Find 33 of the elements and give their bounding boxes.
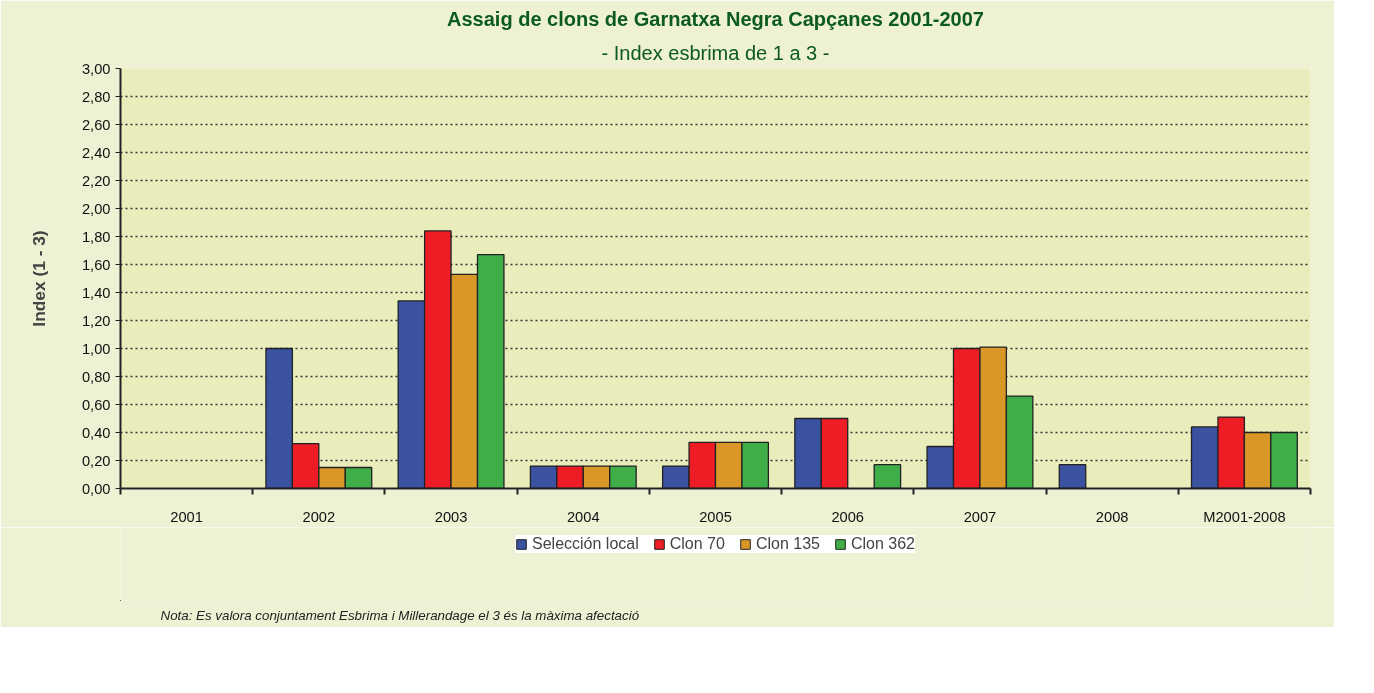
- x-tick-label: 2006: [831, 508, 865, 525]
- y-tick-label: 1,80: [81, 228, 111, 245]
- y-tick-label: 1,60: [81, 256, 111, 273]
- chart-title: Assaig de clons de Garnatxa Negra Capçanes 2001-2007: [447, 7, 984, 30]
- y-tick-label: 2,00: [81, 200, 111, 217]
- y-axis-title: Index (1 - 3): [28, 230, 49, 327]
- y-tick-label: 0,20: [81, 452, 111, 469]
- legend-label: Clon 70: [669, 535, 725, 553]
- y-tick-label: 1,00: [81, 340, 111, 357]
- y-tick-label: 0,80: [81, 368, 111, 385]
- y-tick-label: 1,20: [81, 312, 111, 329]
- chart-subtitle: - Index esbrima de 1 a 3 -: [601, 41, 830, 64]
- y-tick-label: 2,20: [81, 172, 111, 189]
- y-tick-label: 1,40: [81, 284, 111, 301]
- y-tick-label: 0,00: [81, 480, 111, 497]
- y-tick-label: 3,00: [81, 60, 111, 77]
- x-tick-label: M2001-2008: [1203, 508, 1286, 525]
- x-tick-label: 2003: [434, 508, 468, 525]
- y-tick-label: 0,60: [81, 396, 111, 413]
- text: Nota: Es valora conjuntament Esbrima i Millerandage el 3 és la màxima afectació: [160, 607, 640, 623]
- legend-label: Clon 135: [755, 535, 820, 553]
- x-tick-label: 2004: [566, 508, 600, 525]
- y-tick-label: 2,80: [81, 88, 111, 105]
- y-tick-label: 2,40: [81, 144, 111, 161]
- legend-label: Selección local: [532, 535, 639, 553]
- x-tick-label: 2007: [963, 508, 997, 525]
- x-tick-label: 2008: [1095, 508, 1129, 525]
- legend-label: Clon 362: [850, 535, 915, 553]
- x-tick-label: 2005: [699, 508, 732, 525]
- y-tick-label: 0,40: [81, 424, 111, 441]
- y-tick-label: 2,60: [81, 116, 111, 133]
- x-tick-label: 2001: [170, 508, 203, 525]
- x-tick-label: 2002: [302, 508, 336, 525]
